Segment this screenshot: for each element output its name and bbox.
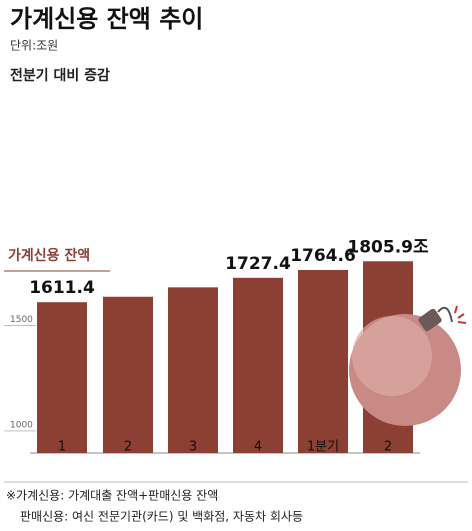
bar	[103, 296, 153, 453]
x-tick-label: 2	[384, 440, 392, 455]
x-tick-label: 2	[124, 440, 132, 455]
x-tick-label: 1	[58, 440, 66, 455]
unit-label: 단위:조원	[10, 39, 58, 53]
bar	[168, 287, 218, 453]
title: 가계신용 잔액 추이	[10, 5, 203, 33]
x-tick-label: 4	[254, 440, 262, 455]
value-label: 1727.4	[225, 254, 291, 274]
line-chart-label: 전분기 대비 증감	[10, 67, 110, 84]
y-tick-label: 1500	[10, 315, 33, 325]
bomb-cap	[418, 308, 442, 332]
value-label: 1764.6	[290, 246, 356, 266]
x-tick-label: 1분기	[307, 440, 339, 455]
bomb	[349, 305, 467, 426]
footnote: 판매신용: 여신 전문기관(카드) 및 백화점, 자동차 회사등	[20, 510, 303, 524]
fuse	[437, 306, 453, 323]
bar	[298, 269, 348, 453]
bomb-shade	[352, 316, 432, 396]
value-label: 1805.9조	[347, 237, 429, 257]
footnote: ※가계신용: 가계대출 잔액+판매신용 잔액	[6, 489, 218, 503]
spark	[454, 305, 467, 324]
value-label: 1611.4	[29, 278, 95, 298]
bar-chart-label: 가계신용 잔액	[8, 247, 90, 264]
bar	[37, 302, 87, 453]
bar	[233, 277, 283, 453]
y-tick-label: 1000	[10, 420, 33, 430]
x-tick-label: 3	[189, 440, 197, 455]
